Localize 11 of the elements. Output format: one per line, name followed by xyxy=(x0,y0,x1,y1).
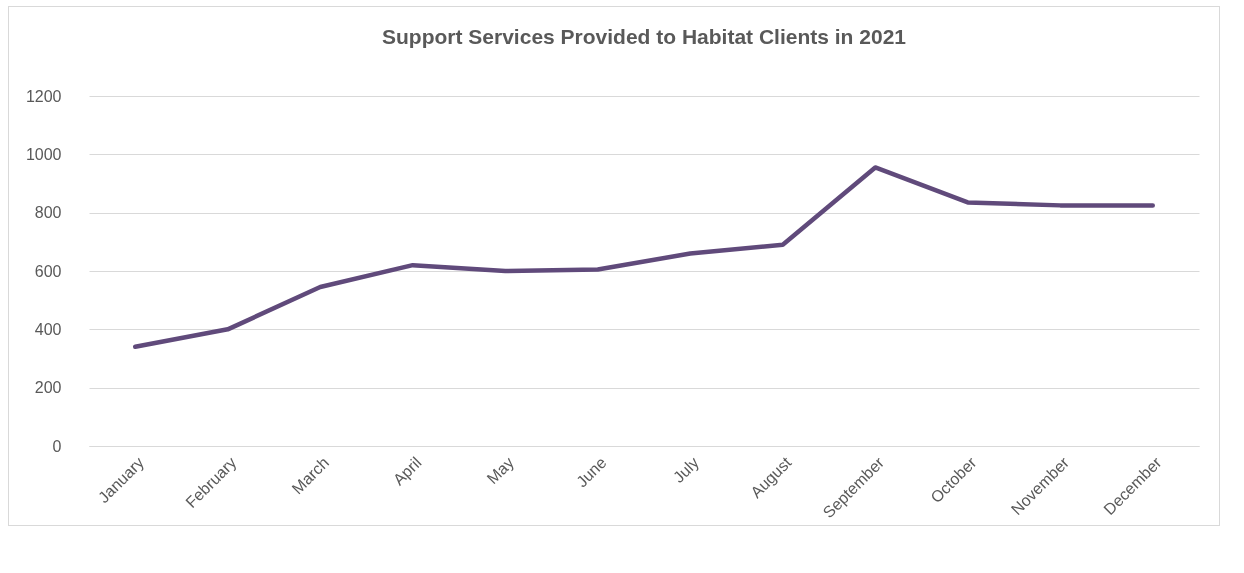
line-series xyxy=(133,165,1155,350)
x-tick-label: July xyxy=(669,453,703,486)
y-tick-label: 1000 xyxy=(25,145,62,163)
chart-title: Support Services Provided to Habitat Clients in 2021 xyxy=(382,25,907,48)
y-tick-label: 200 xyxy=(34,379,62,397)
y-tick-label: 800 xyxy=(34,204,62,222)
y-tick-label: 1200 xyxy=(25,87,62,105)
y-tick-label: 600 xyxy=(34,262,62,280)
y-tick-label: 0 xyxy=(52,437,62,455)
y-tick-label: 400 xyxy=(34,320,62,338)
x-tick-label: May xyxy=(483,453,518,488)
